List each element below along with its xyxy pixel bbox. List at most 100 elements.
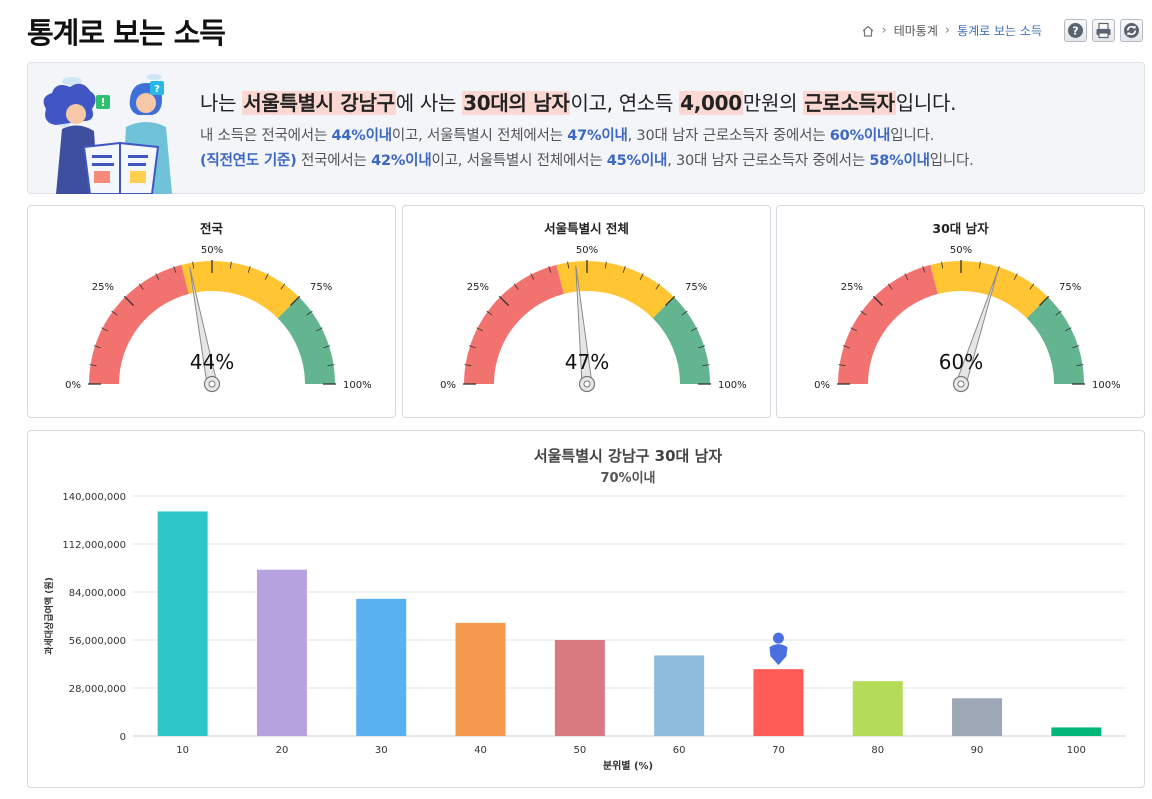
gauge-band-low bbox=[89, 264, 189, 384]
income-highlight: 4,000 bbox=[679, 91, 743, 115]
bar[interactable] bbox=[1051, 727, 1102, 736]
bar[interactable] bbox=[356, 598, 407, 736]
gauge-tick bbox=[850, 327, 857, 332]
gauge-tick bbox=[306, 310, 313, 316]
print-icon bbox=[1096, 22, 1111, 39]
y-tick-label: 112,000,000 bbox=[62, 540, 126, 551]
y-tick-label: 28,000,000 bbox=[69, 684, 126, 695]
gauge-card-national: 전국 0% 100% 50% 25% 75% 44% bbox=[27, 205, 396, 418]
bar[interactable] bbox=[952, 698, 1003, 736]
gauge-tick bbox=[904, 273, 909, 280]
chevron-right-icon: › bbox=[881, 23, 887, 38]
gauge-tick-label: 25% bbox=[841, 282, 863, 293]
gauge-tick bbox=[622, 265, 626, 273]
gauge-tick bbox=[567, 261, 570, 269]
bar[interactable] bbox=[554, 640, 605, 736]
gauge-tick bbox=[1076, 364, 1084, 367]
gauge-chart: 0% 100% 50% 25% 75% 44% bbox=[65, 245, 372, 393]
breadcrumb-item[interactable]: 테마통계 bbox=[893, 24, 938, 38]
gauge-tick-label: 100% bbox=[1092, 380, 1121, 391]
gauge-tick-label: 50% bbox=[576, 245, 598, 256]
gauge-tick bbox=[486, 310, 493, 316]
bar[interactable] bbox=[852, 681, 903, 736]
gauge-tick bbox=[476, 327, 483, 332]
refresh-button[interactable] bbox=[1120, 19, 1143, 42]
bar[interactable] bbox=[455, 622, 506, 736]
gauge-band-low bbox=[464, 264, 564, 384]
gauge-tick bbox=[229, 261, 232, 269]
region-highlight: 서울특별시 강남구 bbox=[242, 91, 396, 115]
y-tick-label: 0 bbox=[120, 732, 126, 743]
gauge-tick bbox=[111, 310, 118, 316]
gauge-title: 전국 bbox=[199, 221, 223, 236]
gauge-band-mid bbox=[181, 261, 299, 319]
gauge-tick bbox=[1055, 310, 1062, 316]
gauge-tick bbox=[887, 283, 893, 290]
chart-subtitle: 70%이내 bbox=[600, 470, 655, 486]
x-tick-label: 80 bbox=[871, 745, 884, 756]
income-summary-panel: ! ? 나는 서울특별시 강남구에 사는 30대의 남자이고, 연소득 4,00… bbox=[27, 62, 1145, 194]
gauge-pivot-inner bbox=[957, 380, 965, 388]
gauge-band-high bbox=[652, 297, 710, 384]
gauge-band-high bbox=[277, 297, 335, 384]
gauge-tick bbox=[173, 265, 177, 273]
gauge-tick bbox=[681, 310, 688, 316]
gauge-tick bbox=[123, 295, 134, 306]
print-button[interactable] bbox=[1092, 19, 1115, 42]
gauge-tick bbox=[604, 261, 607, 269]
gauge-tick-label: 50% bbox=[201, 245, 223, 256]
chevron-right-icon: › bbox=[944, 23, 951, 38]
gauge-tick bbox=[498, 295, 509, 306]
gauge-title: 30대 남자 bbox=[932, 221, 989, 236]
gauge-tick bbox=[1065, 327, 1072, 332]
gauge-tick bbox=[89, 364, 97, 367]
gauge-band-low bbox=[838, 264, 938, 384]
gauge-tick bbox=[327, 364, 335, 367]
gauge-tick bbox=[464, 364, 472, 367]
gauge-tick bbox=[1029, 283, 1035, 290]
page-title: 통계로 보는 소득 bbox=[27, 16, 226, 50]
gauge-tick bbox=[101, 327, 108, 332]
gauge-card-seoul: 서울특별시 전체 0% 100% 50% 25% 75% 47% bbox=[402, 205, 771, 418]
help-button[interactable]: ? bbox=[1064, 19, 1087, 42]
x-tick-label: 40 bbox=[474, 745, 487, 756]
gauge-tick bbox=[872, 295, 883, 306]
toolbar: ? bbox=[1064, 19, 1143, 42]
y-axis-label: 과세대상급여액 (원) bbox=[43, 577, 55, 655]
gauge-pivot-inner bbox=[583, 380, 591, 388]
summary-previous-year: (직전연도 기준) 전국에서는 42%이내이고, 서울특별시 전체에서는 45%… bbox=[200, 153, 974, 169]
x-tick-label: 60 bbox=[673, 745, 686, 756]
bar[interactable] bbox=[256, 569, 307, 736]
gauge-band-mid bbox=[930, 261, 1048, 319]
income-bar-chart-card: 서울특별시 강남구 30대 남자 70%이내 0 28,000,000 56,000,0… bbox=[27, 430, 1145, 788]
bar[interactable] bbox=[157, 511, 208, 736]
gauge-tick bbox=[702, 364, 710, 367]
x-axis-label: 분위별 (%) bbox=[603, 759, 653, 772]
home-icon[interactable] bbox=[861, 24, 875, 38]
gauge-tick bbox=[639, 273, 644, 280]
summary-headline: 나는 서울특별시 강남구에 사는 30대의 남자이고, 연소득 4,000만원의… bbox=[200, 91, 957, 115]
gauge-tick bbox=[978, 261, 981, 269]
gauge-tick-label: 0% bbox=[814, 380, 830, 391]
breadcrumb: › 테마통계 › 통계로 보는 소득 bbox=[861, 22, 1042, 39]
gauge-tick bbox=[1013, 273, 1018, 280]
svg-text:!: ! bbox=[100, 96, 105, 109]
gauge-band-high bbox=[1026, 297, 1084, 384]
gauge-value-label: 60% bbox=[939, 350, 983, 374]
gauge-tick bbox=[93, 345, 101, 349]
gauge-tick-label: 0% bbox=[440, 380, 456, 391]
gauge-tick-label: 25% bbox=[92, 282, 114, 293]
breadcrumb-current[interactable]: 통계로 보는 소득 bbox=[957, 24, 1042, 38]
gauge-tick bbox=[247, 265, 251, 273]
gauge-tick bbox=[860, 310, 867, 316]
gauge-tick bbox=[264, 273, 269, 280]
gauge-tick-label: 100% bbox=[343, 380, 372, 391]
gauge-tick bbox=[922, 265, 926, 273]
gauge-card-age-group: 30대 남자 0% 100% 50% 25% 75% 60% bbox=[776, 205, 1145, 418]
gauge-tick bbox=[280, 283, 286, 290]
gauge-tick-label: 75% bbox=[685, 282, 707, 293]
gauge-tick-label: 0% bbox=[65, 380, 81, 391]
bar[interactable] bbox=[753, 669, 804, 736]
gauge-chart: 0% 100% 50% 25% 75% 47% bbox=[440, 245, 747, 393]
bar[interactable] bbox=[654, 655, 705, 736]
